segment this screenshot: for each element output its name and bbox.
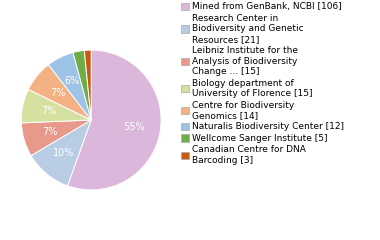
Wedge shape — [28, 65, 91, 120]
Wedge shape — [48, 53, 91, 120]
Legend: Mined from GenBank, NCBI [106], Research Center in
Biodiversity and Genetic
Reso: Mined from GenBank, NCBI [106], Research… — [180, 2, 344, 165]
Wedge shape — [68, 50, 161, 190]
Text: 10%: 10% — [53, 148, 74, 158]
Text: 55%: 55% — [123, 122, 145, 132]
Text: 6%: 6% — [64, 76, 79, 86]
Wedge shape — [21, 90, 91, 123]
Text: 7%: 7% — [41, 106, 57, 116]
Wedge shape — [84, 50, 91, 120]
Wedge shape — [73, 50, 91, 120]
Text: 7%: 7% — [42, 127, 57, 137]
Wedge shape — [31, 120, 91, 186]
Text: 7%: 7% — [50, 88, 65, 98]
Wedge shape — [21, 120, 91, 156]
